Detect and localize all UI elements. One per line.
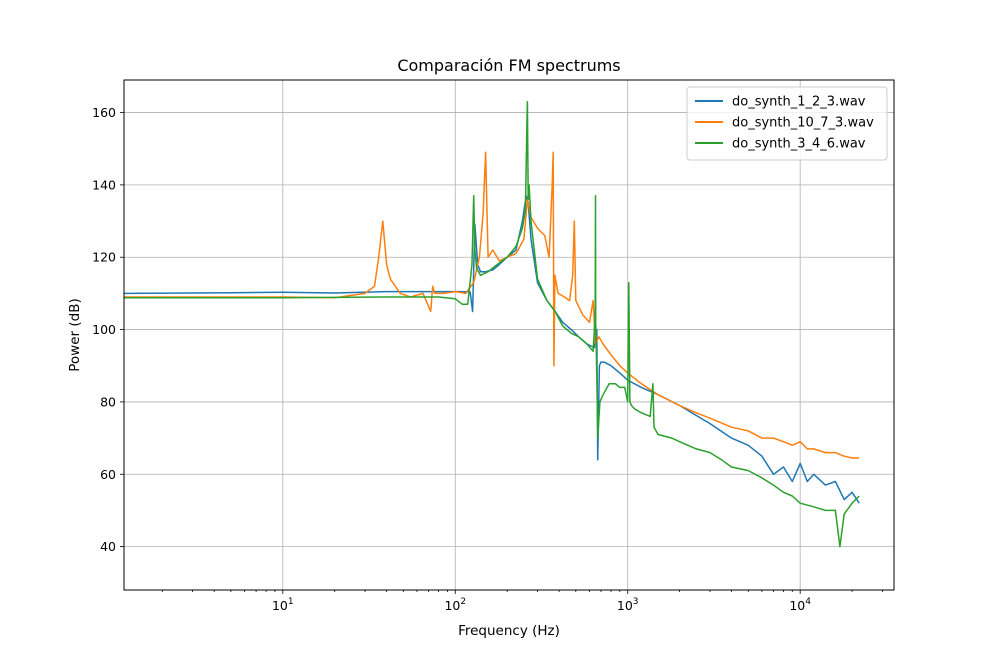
legend-label-3: do_synth_3_4_6.wav (732, 137, 866, 152)
series-line-2 (124, 151, 860, 459)
axes-frame (123, 79, 895, 591)
y-tick-label: 60 (100, 467, 116, 482)
y-tick-label: 160 (92, 105, 116, 120)
plot-area: 101 102 103 104 40 60 80 100 120 140 160 (92, 80, 894, 613)
x-tick-label: 104 (789, 597, 811, 613)
y-tick-label: 80 (100, 394, 116, 409)
legend-box (686, 86, 888, 161)
x-tick-label: 102 (444, 597, 466, 613)
legend: do_synth_1_2_3.wav do_synth_10_7_3.wav do_… (686, 86, 888, 161)
x-tick-label: 101 (272, 597, 294, 613)
y-tick-label: 100 (92, 322, 116, 337)
legend-label-1: do_synth_1_2_3.wav (732, 95, 866, 110)
x-tick-label: 103 (617, 597, 639, 613)
y-axis-label: Power (dB) (67, 298, 83, 371)
y-tick-label: 40 (100, 539, 116, 554)
legend-label-2: do_synth_10_7_3.wav (732, 116, 874, 131)
y-tick-label: 140 (92, 177, 116, 192)
y-tick-label: 120 (92, 250, 116, 265)
x-axis-label: Frequency (Hz) (458, 623, 560, 639)
chart-title: Comparación FM spectrums (397, 56, 620, 75)
series-line-3 (124, 100, 860, 548)
